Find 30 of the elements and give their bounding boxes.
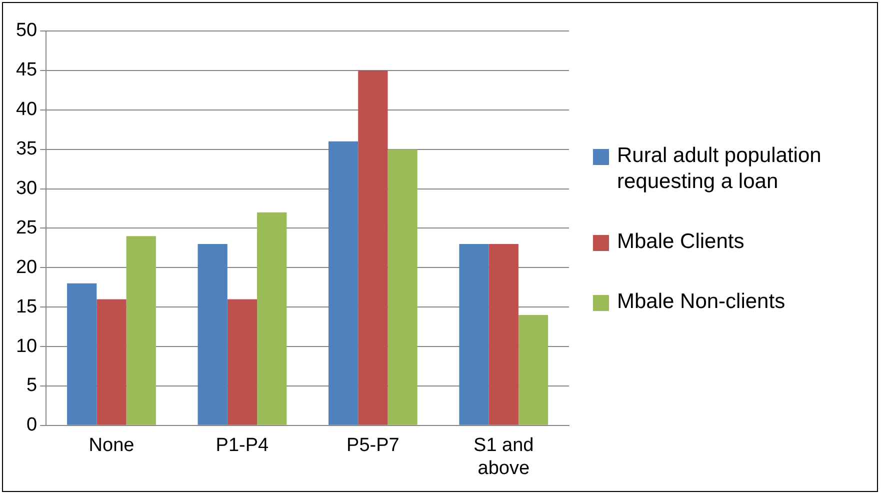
- bar: [67, 283, 97, 425]
- x-tick-label: P5-P7: [346, 435, 400, 456]
- legend-label: Rural adult population requesting a loan: [617, 143, 822, 195]
- bar: [227, 299, 258, 425]
- y-tick-label: 20: [16, 256, 38, 278]
- x-tick-label: S1 and above: [474, 435, 534, 479]
- x-tick-label: P1-P4: [216, 435, 270, 456]
- y-tick-label: 10: [16, 336, 38, 357]
- bar: [388, 149, 418, 425]
- bar: [459, 244, 489, 425]
- bar: [198, 244, 228, 425]
- bar: [328, 141, 358, 425]
- y-tick-label: 5: [26, 375, 38, 396]
- y-tick-label: 50: [16, 20, 38, 42]
- bar: [126, 236, 156, 425]
- y-tick-label: 30: [16, 178, 38, 199]
- bar: [518, 314, 548, 425]
- bar: [257, 212, 287, 425]
- legend-label: Mbale Non-clients: [617, 289, 786, 315]
- y-tick-label: 0: [26, 414, 38, 436]
- bar: [488, 244, 518, 425]
- bar: [358, 70, 388, 425]
- y-tick-label: 40: [16, 99, 38, 120]
- y-tick-label: 35: [16, 138, 38, 160]
- y-tick-label: 15: [16, 296, 38, 318]
- y-tick-label: 25: [16, 217, 38, 238]
- x-tick-label: None: [88, 435, 134, 456]
- y-tick-label: 45: [16, 60, 38, 81]
- bar: [96, 299, 126, 425]
- legend-label: Mbale Clients: [617, 229, 744, 255]
